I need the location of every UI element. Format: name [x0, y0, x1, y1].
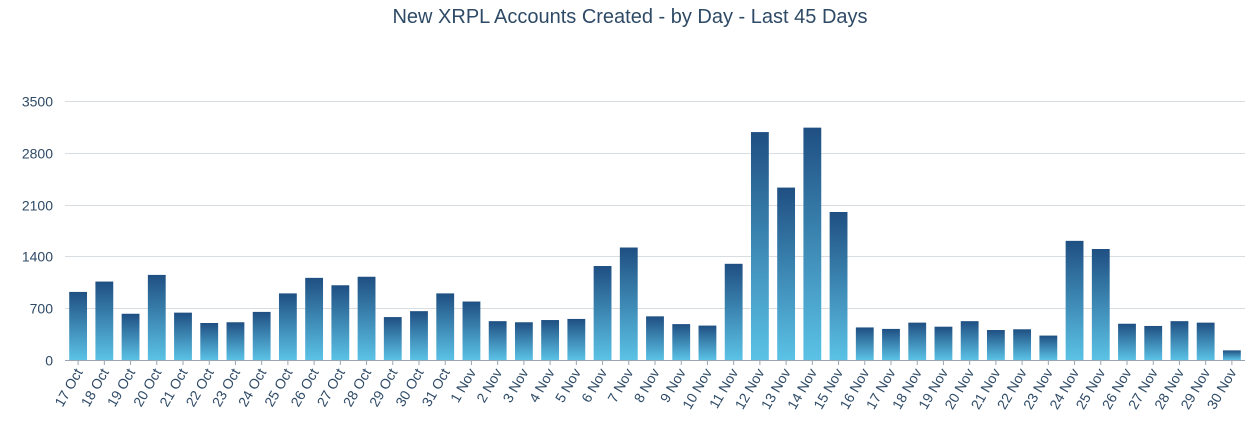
bar-7-nov[interactable] [619, 247, 638, 360]
bar-23-oct[interactable] [226, 322, 245, 360]
y-tick-label: 2100 [22, 198, 53, 214]
x-tick-label: 5 Nov [552, 366, 584, 406]
bar-25-nov[interactable] [1091, 249, 1110, 360]
bar-21-nov[interactable] [986, 330, 1005, 360]
bar-27-nov[interactable] [1144, 325, 1163, 360]
y-tick-label: 3500 [22, 94, 53, 110]
bar-24-oct[interactable] [252, 311, 271, 360]
bar-16-nov[interactable] [855, 327, 874, 360]
bar-2-nov[interactable] [488, 321, 507, 360]
bar-27-oct[interactable] [331, 285, 350, 360]
bar-1-nov[interactable] [462, 301, 481, 360]
bar-12-nov[interactable] [750, 132, 769, 360]
bar-30-nov[interactable] [1222, 350, 1241, 360]
x-tick-label: 8 Nov [630, 366, 662, 406]
bar-28-oct[interactable] [357, 276, 376, 360]
bar-19-oct[interactable] [121, 313, 140, 360]
bar-19-nov[interactable] [934, 326, 953, 360]
bar-28-nov[interactable] [1170, 321, 1189, 360]
bar-17-oct[interactable] [69, 291, 88, 360]
y-tick-label: 700 [30, 301, 54, 317]
x-tick-label: 3 Nov [499, 366, 531, 406]
bar-21-oct[interactable] [174, 312, 192, 360]
bar-11-nov[interactable] [724, 263, 743, 360]
bar-22-oct[interactable] [200, 323, 219, 360]
bar-29-oct[interactable] [383, 317, 402, 360]
y-tick-label: 2800 [22, 146, 53, 162]
bars [69, 127, 1241, 360]
y-axis: 0 700 1400 2100 2800 3500 [22, 94, 53, 369]
bar-20-nov[interactable] [960, 321, 979, 360]
bar-26-nov[interactable] [1118, 323, 1136, 360]
bar-17-nov[interactable] [882, 328, 900, 360]
y-tick-label: 1400 [22, 249, 53, 265]
x-tick-label: 7 Nov [604, 366, 636, 406]
bar-24-nov[interactable] [1065, 240, 1084, 360]
bar-18-oct[interactable] [95, 281, 114, 360]
bar-3-nov[interactable] [514, 322, 533, 360]
x-tick-label: 1 Nov [447, 366, 479, 406]
bar-13-nov[interactable] [777, 187, 796, 360]
bar-14-nov[interactable] [803, 127, 822, 360]
bar-20-oct[interactable] [147, 274, 166, 360]
bar-18-nov[interactable] [908, 322, 927, 360]
bar-29-nov[interactable] [1196, 322, 1215, 360]
bar-31-oct[interactable] [436, 293, 455, 360]
bar-26-oct[interactable] [305, 277, 324, 360]
y-tick-label: 0 [45, 353, 53, 369]
bar-8-nov[interactable] [646, 316, 664, 360]
bar-5-nov[interactable] [567, 318, 586, 360]
x-tick-label: 2 Nov [473, 365, 505, 405]
bar-30-oct[interactable] [410, 311, 428, 360]
bar-22-nov[interactable] [1013, 329, 1032, 360]
bar-10-nov[interactable] [698, 325, 717, 360]
bar-23-nov[interactable] [1039, 335, 1058, 360]
chart-title: New XRPL Accounts Created - by Day - Las… [392, 6, 868, 28]
bar-25-oct[interactable] [278, 293, 297, 360]
bar-6-nov[interactable] [593, 266, 612, 360]
bar-15-nov[interactable] [829, 212, 848, 360]
bar-9-nov[interactable] [672, 324, 691, 360]
x-tick-label: 6 Nov [578, 366, 610, 406]
bar-4-nov[interactable] [541, 320, 560, 360]
x-tick-label: 4 Nov [526, 366, 558, 406]
